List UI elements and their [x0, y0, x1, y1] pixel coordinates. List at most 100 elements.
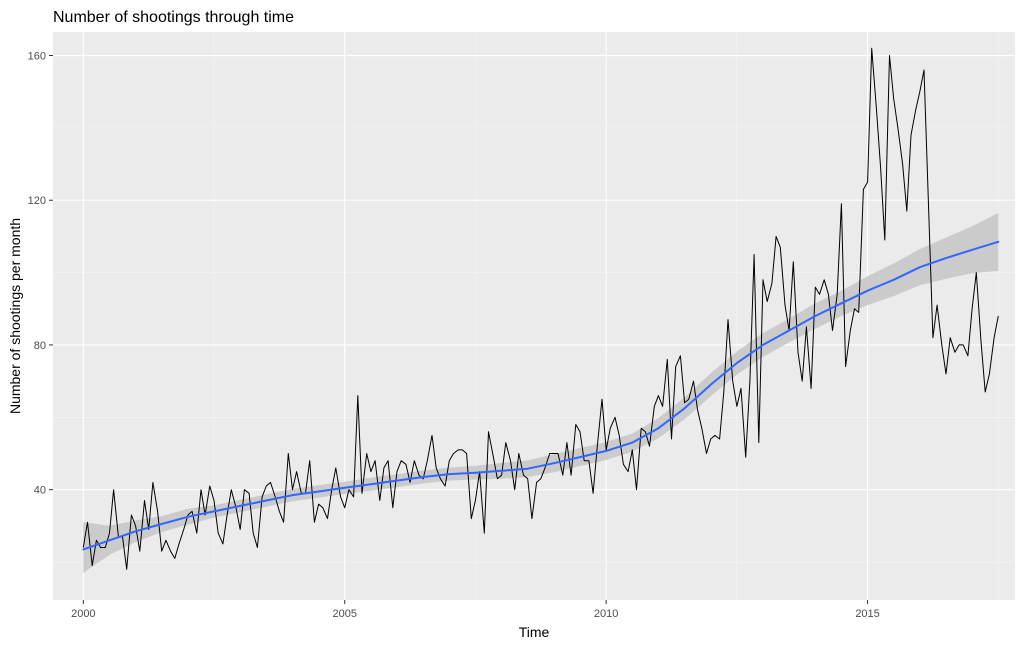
data-point [278, 510, 281, 513]
data-point [705, 452, 708, 455]
data-point [552, 452, 555, 455]
data-point [927, 210, 930, 213]
data-point [548, 452, 551, 455]
data-point [574, 423, 577, 426]
x-tick-label: 2000 [71, 608, 95, 620]
data-point [770, 282, 773, 285]
data-point [596, 445, 599, 448]
data-point [164, 539, 167, 542]
data-point [635, 488, 638, 491]
data-point [439, 477, 442, 480]
data-point [648, 445, 651, 448]
data-point [200, 488, 203, 491]
data-point [522, 474, 525, 477]
x-tick-label: 2015 [855, 608, 879, 620]
data-point [579, 430, 582, 433]
data-point [740, 387, 743, 390]
data-point [295, 470, 298, 473]
data-point [195, 532, 198, 535]
data-point [949, 336, 952, 339]
data-point [418, 474, 421, 477]
data-point [178, 542, 181, 545]
data-point [125, 568, 128, 571]
data-point [766, 300, 769, 303]
data-point [404, 463, 407, 466]
data-point [670, 438, 673, 441]
data-point [940, 343, 943, 346]
data-point [382, 466, 385, 469]
data-point [836, 293, 839, 296]
data-point [226, 514, 229, 517]
data-point [910, 134, 913, 137]
data-point [343, 506, 346, 509]
data-point [91, 564, 94, 567]
data-point [500, 474, 503, 477]
data-point [666, 358, 669, 361]
data-point [565, 441, 568, 444]
data-point [561, 474, 564, 477]
data-point [988, 372, 991, 375]
data-point [931, 336, 934, 339]
y-axis-title: Number of shootings per month [7, 218, 23, 414]
data-point [426, 459, 429, 462]
data-point [452, 452, 455, 455]
data-point [823, 278, 826, 281]
data-point [160, 550, 163, 553]
data-point [700, 427, 703, 430]
data-point [892, 97, 895, 100]
data-point [731, 380, 734, 383]
data-point [901, 163, 904, 166]
data-point [239, 528, 242, 531]
data-point [679, 354, 682, 357]
data-point [130, 514, 133, 517]
data-point [308, 459, 311, 462]
data-point [810, 387, 813, 390]
data-point [696, 409, 699, 412]
data-point [530, 517, 533, 520]
data-point [378, 499, 381, 502]
data-point [470, 517, 473, 520]
data-point [827, 293, 830, 296]
data-point [400, 459, 403, 462]
data-point [557, 452, 560, 455]
data-point [905, 210, 908, 213]
data-point [862, 188, 865, 191]
data-point [784, 304, 787, 307]
data-point [657, 394, 660, 397]
data-point [487, 430, 490, 433]
major-gridlines [53, 32, 1015, 600]
data-point [265, 485, 268, 488]
data-point [849, 329, 852, 332]
data-point [496, 477, 499, 480]
data-point [517, 452, 520, 455]
data-point [361, 492, 364, 495]
data-point [997, 315, 1000, 318]
data-point [213, 499, 216, 502]
data-point [334, 466, 337, 469]
data-point [104, 546, 107, 549]
data-point [644, 430, 647, 433]
data-point [722, 391, 725, 394]
data-point [888, 54, 891, 57]
x-axis: 2000 2005 2010 2015 [71, 600, 880, 620]
data-point [792, 260, 795, 263]
data-point [840, 202, 843, 205]
data-point [653, 405, 656, 408]
data-point [748, 380, 751, 383]
smoothed-trend-line [82, 240, 1000, 551]
data-point [805, 325, 808, 328]
data-point [221, 542, 224, 545]
data-point [984, 391, 987, 394]
data-point [282, 521, 285, 524]
data-point [217, 532, 220, 535]
data-point [831, 329, 834, 332]
data-point [539, 477, 542, 480]
y-tick-label: 160 [28, 51, 46, 63]
data-point [709, 438, 712, 441]
data-point [374, 459, 377, 462]
data-point [269, 481, 272, 484]
data-point [727, 318, 730, 321]
y-tick-label: 120 [28, 195, 46, 207]
data-point [243, 488, 246, 491]
data-point [347, 488, 350, 491]
